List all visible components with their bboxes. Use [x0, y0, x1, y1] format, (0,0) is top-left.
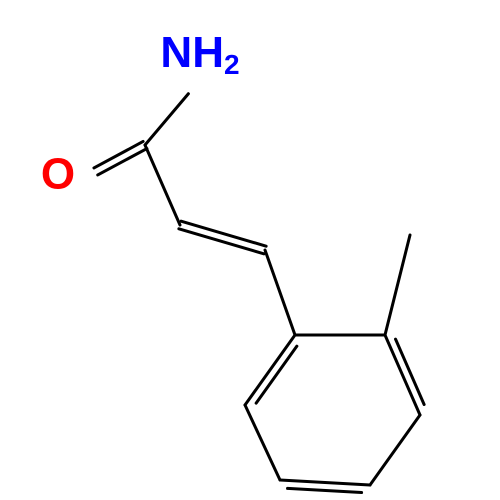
bond-c7-c8 — [370, 415, 420, 485]
bond-c4-c5 — [245, 335, 297, 405]
bond-c1-n — [145, 94, 188, 145]
bond-c9-me — [385, 235, 410, 335]
bond-c6-c7 — [280, 480, 370, 493]
molecule-svg: O NH2 — [0, 0, 500, 500]
bond-c2-c3 — [179, 221, 266, 254]
bond-c1-o — [94, 141, 147, 175]
bond-c1-c2 — [145, 145, 180, 225]
bond-c3-c4 — [265, 250, 295, 335]
bond-c8-c9 — [385, 335, 424, 415]
atom-label-NH2: NH2 — [160, 28, 239, 81]
bond-c5-c6 — [245, 405, 280, 480]
atom-label-O: O — [41, 150, 75, 199]
